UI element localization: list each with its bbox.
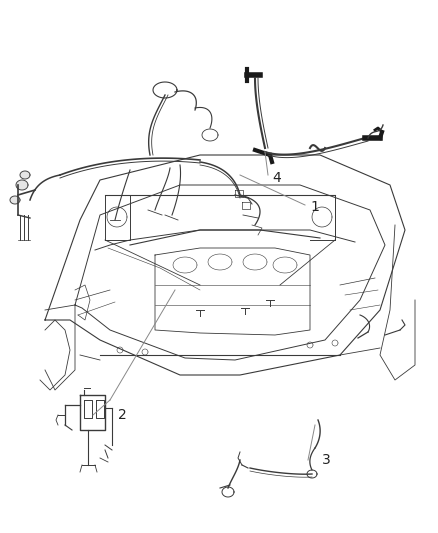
Text: 4: 4 <box>272 171 281 185</box>
Polygon shape <box>10 196 20 204</box>
Text: 3: 3 <box>322 453 331 467</box>
Text: 2: 2 <box>118 408 127 422</box>
Text: 1: 1 <box>310 200 319 214</box>
Polygon shape <box>16 180 28 190</box>
Polygon shape <box>20 171 30 179</box>
